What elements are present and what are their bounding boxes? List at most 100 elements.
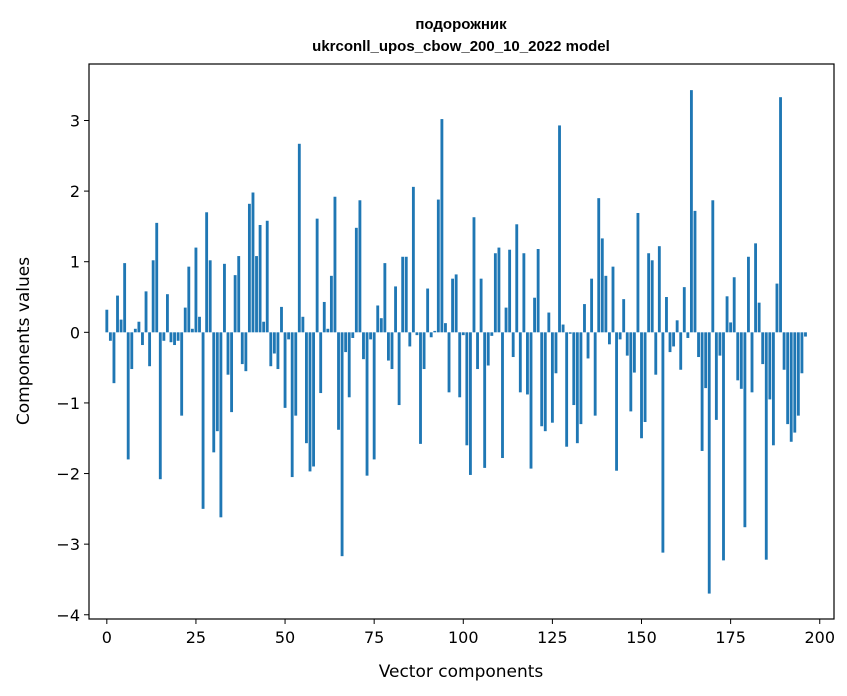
bar xyxy=(747,256,750,333)
x-tick-label: 75 xyxy=(364,628,384,647)
bar xyxy=(786,332,790,425)
bar xyxy=(119,319,123,333)
bar xyxy=(768,332,772,400)
bar xyxy=(251,192,255,333)
bar xyxy=(704,332,708,389)
bar xyxy=(422,332,426,370)
bar xyxy=(133,328,137,333)
bar xyxy=(800,332,804,374)
bar xyxy=(518,332,522,393)
bar xyxy=(558,125,561,333)
bar xyxy=(319,332,323,394)
bar xyxy=(657,246,661,333)
bar xyxy=(718,332,722,356)
bar xyxy=(337,332,340,430)
bar xyxy=(108,332,112,341)
bar xyxy=(265,220,269,333)
bar xyxy=(158,332,162,480)
bar xyxy=(180,332,184,416)
bar xyxy=(379,318,383,333)
x-tick-label: 200 xyxy=(804,628,835,647)
bar xyxy=(804,332,807,337)
bar xyxy=(415,332,419,336)
bar xyxy=(640,332,643,439)
bar xyxy=(436,199,440,333)
bar xyxy=(522,253,526,333)
y-axis-ticks: −4 −3 −2 −1 0 1 2 3 xyxy=(56,111,89,625)
bar xyxy=(322,301,326,333)
bar xyxy=(372,332,376,460)
bar xyxy=(294,332,298,416)
x-tick-label: 175 xyxy=(715,628,746,647)
y-tick-label: −2 xyxy=(56,465,80,484)
bar xyxy=(144,291,148,333)
bar xyxy=(255,256,258,333)
bar xyxy=(504,307,508,333)
bar xyxy=(547,312,551,333)
y-tick-label: 3 xyxy=(70,111,80,130)
bar xyxy=(590,278,594,333)
bar xyxy=(383,263,387,333)
bar-series xyxy=(105,90,807,594)
bar xyxy=(126,332,130,460)
bar xyxy=(679,332,683,370)
bar xyxy=(290,332,294,478)
bar xyxy=(387,332,390,361)
bar xyxy=(526,332,529,395)
bar xyxy=(789,332,793,442)
bar xyxy=(283,332,287,408)
x-tick-label: 25 xyxy=(186,628,206,647)
bar xyxy=(451,278,455,333)
bar xyxy=(208,260,212,333)
x-tick-label: 150 xyxy=(626,628,657,647)
bar xyxy=(329,275,333,333)
bar xyxy=(305,332,308,444)
bar xyxy=(429,332,433,338)
bar xyxy=(757,302,761,333)
bar xyxy=(155,222,159,333)
bar xyxy=(490,332,494,336)
bar xyxy=(166,294,169,333)
bar xyxy=(476,332,479,370)
bar xyxy=(465,332,469,446)
bar xyxy=(700,332,704,451)
bar xyxy=(194,247,198,333)
bar xyxy=(579,332,583,425)
bar xyxy=(411,186,415,333)
bar xyxy=(454,274,458,333)
bar xyxy=(215,332,219,432)
bar xyxy=(754,243,757,333)
bar xyxy=(568,332,572,334)
bar xyxy=(112,332,116,384)
bar xyxy=(732,277,736,333)
bar xyxy=(240,332,244,365)
bar xyxy=(736,332,740,381)
bar xyxy=(401,256,405,333)
x-tick-label: 125 xyxy=(537,628,568,647)
bar xyxy=(173,332,176,346)
bar xyxy=(686,332,690,338)
bar xyxy=(458,332,462,398)
bar xyxy=(739,332,743,389)
bar xyxy=(226,332,230,375)
bar xyxy=(615,332,618,471)
bar xyxy=(230,332,234,413)
x-tick-label: 0 xyxy=(102,628,112,647)
bar xyxy=(643,332,647,422)
bar xyxy=(362,332,365,360)
plot-frame xyxy=(88,63,835,620)
bar xyxy=(668,332,672,353)
bar xyxy=(714,332,718,420)
bar xyxy=(394,286,397,333)
chart-subtitle: ukrconll_upos_cbow_200_10_2022 model xyxy=(312,38,610,55)
bar xyxy=(629,332,633,412)
bar xyxy=(308,332,312,472)
bar xyxy=(123,263,127,333)
bar xyxy=(647,253,651,333)
bar xyxy=(583,304,586,333)
bar xyxy=(661,332,665,553)
bar xyxy=(693,210,697,333)
bar xyxy=(201,332,205,509)
bar xyxy=(565,332,569,447)
